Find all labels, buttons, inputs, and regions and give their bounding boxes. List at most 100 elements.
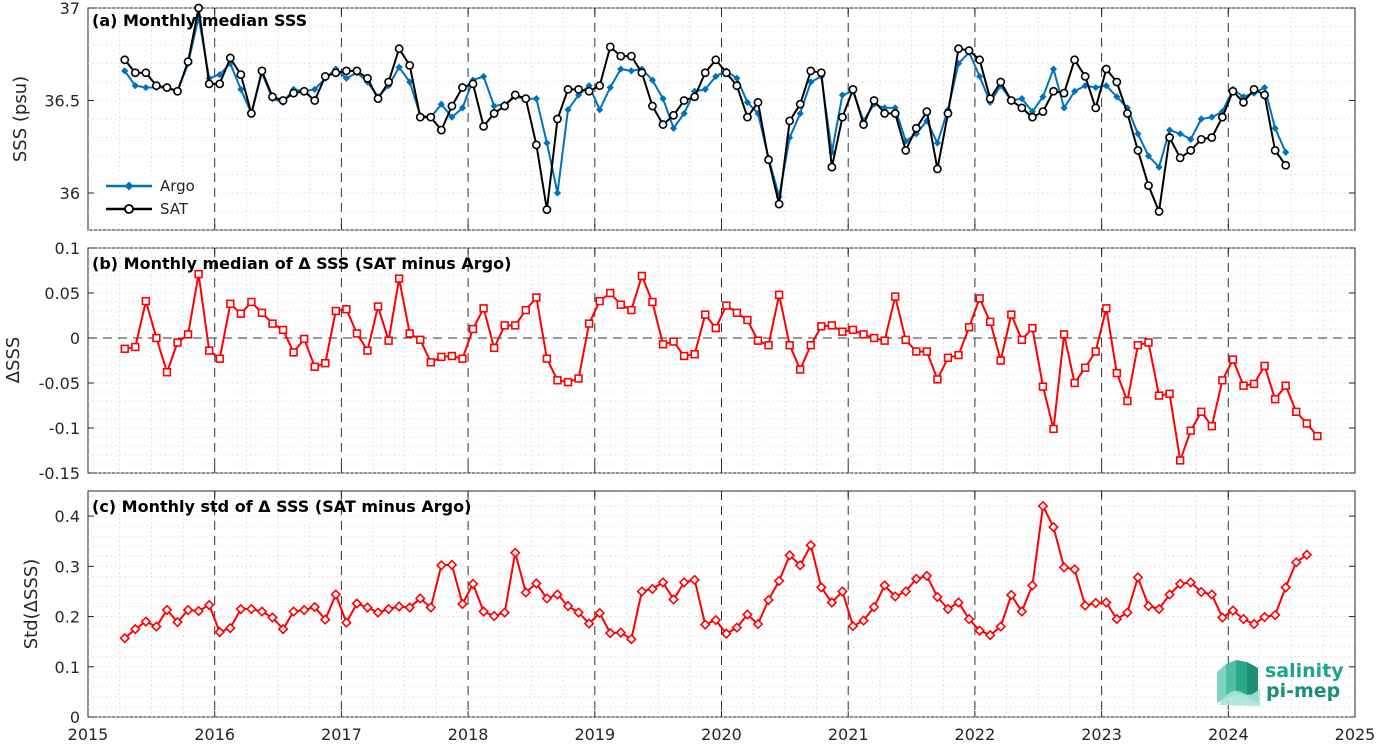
panel-a: 36 36.5 37 (a) Monthly median SSS SSS (psu… [10,0,1356,231]
delta-point [606,288,615,298]
argo-point [733,74,741,82]
sat-point [130,68,140,78]
logo-waves-icon [1217,660,1260,706]
sat-point [1112,77,1122,87]
delta-point [869,333,879,343]
argo-point [838,91,847,99]
sat-point [1239,97,1248,107]
std-point [172,616,183,628]
delta-point [880,336,889,345]
sat-point [648,101,657,111]
delta-point [912,347,921,356]
std-point [193,605,204,617]
delta-point [584,319,594,328]
panel-b-y-label: ΔSSS [3,337,24,384]
argo-point [406,78,414,86]
delta-point [764,340,773,350]
argo-point [1165,126,1174,134]
sat-point [869,96,879,105]
delta-point [722,301,731,310]
panel-b: -0.15 -0.1 -0.05 0 0.05 0.1 (b) Monthly media… [3,239,1356,483]
sat-point [1133,146,1143,155]
legend-argo-marker [124,181,134,191]
delta-point [1038,382,1048,391]
delta-point [1123,396,1132,406]
std-point [794,559,806,571]
sat-point [1217,112,1227,122]
panel-b-title: (b) Monthly median of Δ SSS (SAT minus A… [92,254,511,273]
delta-point [289,348,298,357]
delta-point [563,377,573,387]
std-point [393,601,405,612]
argo-point [1113,93,1121,101]
std-point [615,627,627,638]
delta-point [1165,389,1174,398]
sat-point [447,101,457,111]
delta-point [637,271,647,281]
std-point [372,607,384,618]
std-point [562,600,574,612]
std-point [1227,605,1239,616]
panel-c-y-ticks: 0 0.1 0.2 0.3 0.4 [55,491,1356,727]
std-point [1027,580,1038,591]
delta-point [1281,381,1290,390]
std-point [246,603,257,615]
argo-point [1092,83,1100,92]
sat-point [954,44,963,54]
delta-point [1270,394,1280,404]
std-point [256,606,268,617]
std-point [889,591,901,602]
sat-point [141,68,151,78]
delta-point [753,336,763,345]
delta-point [521,305,530,315]
x-tick-label: 2021 [828,725,869,744]
delta-point [468,324,478,334]
delta-point [194,269,203,279]
std-point [773,575,785,587]
sat-point [964,46,974,55]
delta-point [954,350,963,360]
panel-c: 0 0.1 0.2 0.3 0.4 (c) Monthly std of Δ SSS (… [21,490,1356,727]
delta-point [774,290,784,299]
argo-point [1102,82,1110,90]
logo-line2: pi-mep [1266,680,1340,702]
std-point [362,602,373,613]
sat-point [1165,133,1174,142]
std-point [129,623,141,635]
legend-sat-marker [124,204,134,214]
argo-point [743,98,752,106]
delta-point [1102,304,1111,313]
std-point [267,612,278,623]
std-point [594,607,606,619]
x-tick-label: 2019 [574,725,615,744]
std-point [1090,597,1102,609]
argo-point [1039,93,1047,101]
argo-point [479,72,488,81]
std-point [277,623,289,635]
std-point [425,602,437,613]
delta-point [1218,376,1227,385]
y-tick-label: 0.3 [55,557,80,576]
argo-point [1260,83,1269,92]
sat-point [1196,134,1206,144]
std-point [678,577,690,588]
std-point [699,619,711,630]
x-tick-label: 2024 [1208,725,1249,744]
argo-point [342,74,350,82]
delta-point [806,340,815,350]
std-point [1280,582,1292,593]
delta-point [511,321,520,330]
delta-point [1260,361,1269,371]
delta-point [479,304,488,313]
delta-point [352,329,362,338]
sat-point [1228,86,1238,96]
sat-point [1154,207,1164,216]
std-point [478,606,489,617]
std-point [541,593,553,604]
delta-point [268,319,277,328]
sat-point [468,79,478,89]
std-point [657,577,669,588]
std-point [1185,577,1197,588]
delta-point [658,340,668,349]
argo-point [1282,148,1290,156]
